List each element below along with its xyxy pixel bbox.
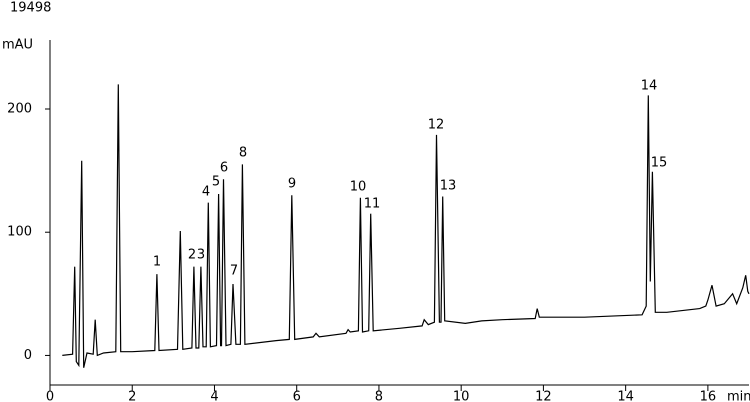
peak-label: 14: [641, 79, 658, 94]
peak-label: 7: [230, 264, 238, 279]
peak-label: 13: [440, 179, 457, 194]
x-tick-label: 6: [293, 390, 301, 402]
y-axis-label: mAU: [2, 38, 33, 53]
peak-label: 12: [428, 118, 445, 133]
peak-label: 1: [153, 255, 161, 270]
peak-label: 10: [350, 180, 367, 195]
peak-label: 2: [188, 248, 196, 263]
y-tick-label: 0: [24, 348, 32, 363]
x-tick-label: 8: [375, 390, 383, 402]
x-tick-label: 12: [535, 390, 552, 402]
y-tick-label: 200: [7, 102, 32, 117]
peak-label: 15: [651, 156, 668, 171]
x-tick-label: 14: [617, 390, 634, 402]
sample-id: 19498: [10, 1, 51, 16]
x-tick-label: 0: [46, 390, 54, 402]
trace: [62, 84, 750, 368]
x-tick-label: 4: [210, 390, 218, 402]
y-tick-label: 100: [7, 225, 32, 240]
x-axis-label: min: [727, 390, 750, 402]
peak-label: 4: [202, 185, 210, 200]
peak-label: 3: [197, 248, 205, 263]
x-tick-label: 2: [128, 390, 136, 402]
x-tick-label: 16: [700, 390, 717, 402]
x-tick-label: 10: [453, 390, 470, 402]
peak-label: 5: [212, 175, 220, 190]
peak-label: 11: [364, 197, 381, 212]
peak-label: 9: [288, 177, 296, 192]
peak-label: 8: [239, 146, 247, 161]
peak-label: 6: [220, 161, 228, 176]
